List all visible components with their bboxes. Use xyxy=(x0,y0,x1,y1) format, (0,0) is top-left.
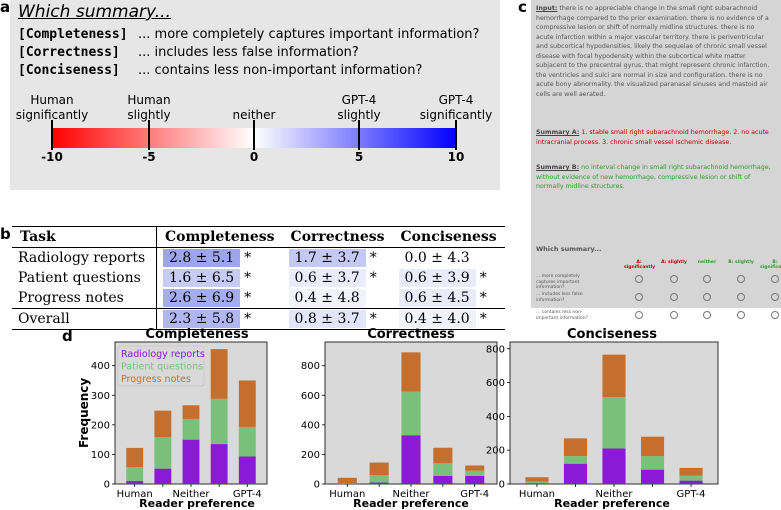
bar-segment xyxy=(239,427,256,457)
bar-segment xyxy=(602,355,625,397)
x-axis-label-completeness: Reader preference xyxy=(139,497,255,510)
y-tick-label: 0 xyxy=(314,480,320,491)
bar-segment xyxy=(211,444,228,484)
bar-segment xyxy=(239,456,256,484)
bar-segment xyxy=(401,435,420,484)
bar-segment xyxy=(564,456,587,464)
y-tick-label: 800 xyxy=(301,361,320,372)
bar-segment xyxy=(126,481,143,484)
bar-segment xyxy=(465,466,484,471)
bar-segment xyxy=(525,481,548,483)
bar-segment xyxy=(370,475,389,482)
legend-entry: Patient questions xyxy=(121,362,203,373)
bar-segment xyxy=(465,471,484,476)
bar-segment xyxy=(183,419,200,440)
bar-segment xyxy=(154,411,171,438)
bar-segment xyxy=(602,449,625,485)
bar-segment xyxy=(602,397,625,449)
y-tick-label: 200 xyxy=(301,450,320,461)
y-tick-label: 0 xyxy=(104,480,110,491)
y-tick-label: 600 xyxy=(486,378,505,389)
bar-segment xyxy=(211,399,228,444)
y-tick-label: 400 xyxy=(91,361,110,372)
y-tick-label: 200 xyxy=(486,446,505,457)
bar-segment xyxy=(641,470,664,484)
y-tick-label: 400 xyxy=(486,412,505,423)
bar-segment xyxy=(239,380,256,426)
y-tick-label: 800 xyxy=(486,344,505,355)
y-tick-label: 600 xyxy=(301,391,320,402)
y-tick-label: 300 xyxy=(91,391,110,402)
bar-segment xyxy=(401,392,420,436)
bar-segment xyxy=(338,483,357,484)
bar-segment xyxy=(126,467,143,481)
x-axis-label-correctness: Reader preference xyxy=(353,497,469,510)
bar-segment xyxy=(154,469,171,484)
bar-segment xyxy=(433,463,452,476)
bar-segment xyxy=(154,437,171,468)
y-tick-label: 100 xyxy=(91,450,110,461)
x-axis-label-conciseness: Reader preference xyxy=(554,497,670,510)
y-tick-label: 0 xyxy=(499,480,505,491)
bar-segment xyxy=(401,352,420,391)
bar-segment xyxy=(679,476,702,481)
y-tick-label: 200 xyxy=(91,420,110,431)
bar-segment xyxy=(679,481,702,484)
bar-segment xyxy=(679,468,702,476)
bar-segment xyxy=(183,440,200,484)
bar-segment xyxy=(525,477,548,481)
bar-segment xyxy=(564,438,587,456)
bar-segment xyxy=(433,448,452,464)
bar-segment xyxy=(465,476,484,484)
bar-segment xyxy=(338,478,357,483)
bar-segment xyxy=(525,483,548,484)
bar-segment xyxy=(126,448,143,467)
bar-segment xyxy=(370,483,389,484)
x-tick-label: GPT-4 xyxy=(677,489,706,500)
bar-segment xyxy=(641,456,664,470)
bar-segment xyxy=(564,464,587,484)
bar-segment xyxy=(641,437,664,456)
bar-segment xyxy=(211,349,228,399)
legend-entry: Progress notes xyxy=(121,374,191,385)
bar-segment xyxy=(433,476,452,484)
bar-segment xyxy=(183,405,200,419)
legend-entry: Radiology reports xyxy=(121,349,205,360)
y-tick-label: 400 xyxy=(301,420,320,431)
x-tick-label: Human xyxy=(519,489,555,500)
bar-segment xyxy=(370,463,389,476)
